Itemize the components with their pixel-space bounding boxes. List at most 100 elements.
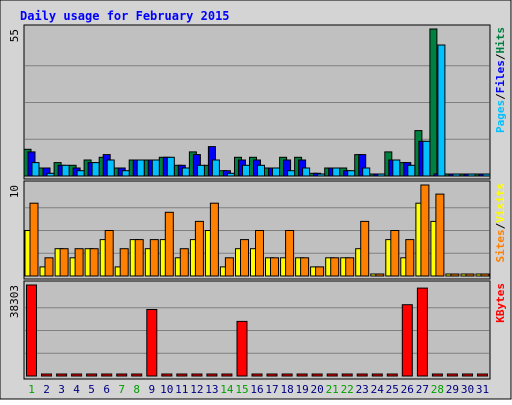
day-label-8: 8 [133,383,140,396]
legend-visits-part-2: Visits [494,183,507,223]
max-label-kbytes: 38303 [8,285,21,318]
day-label-13: 13 [205,383,218,396]
bar-kbytes-kbytes-day-23 [356,373,368,377]
bar-hits-pages-day-14 [226,172,235,177]
legend-hits: Pages/Files/Hits [494,27,507,133]
bar-visits-sites-day-6 [104,230,114,277]
bar-kbytes-kbytes-day-22 [341,373,353,377]
bar-kbytes-kbytes-day-4 [71,373,83,377]
bar-kbytes-kbytes-day-18 [281,373,293,377]
bar-kbytes-kbytes-day-27 [416,287,428,377]
day-label-20: 20 [310,383,323,396]
bar-kbytes-kbytes-day-5 [86,373,98,377]
bar-hits-pages-day-12 [196,164,205,177]
bar-hits-pages-day-4 [76,170,85,177]
bar-kbytes-kbytes-day-21 [326,373,338,377]
bar-kbytes-kbytes-day-8 [131,373,143,377]
bar-visits-sites-day-22 [345,257,355,277]
day-label-19: 19 [295,383,308,396]
day-label-4: 4 [73,383,80,396]
bar-hits-pages-day-6 [106,159,115,177]
bar-kbytes-kbytes-day-20 [311,373,323,377]
bar-visits-sites-day-7 [119,248,129,277]
bar-hits-pages-day-16 [257,164,265,177]
bar-visits-sites-day-17 [270,257,279,277]
bar-kbytes-kbytes-day-10 [161,373,173,377]
bar-hits-pages-day-10 [166,156,175,177]
bar-kbytes-kbytes-day-1 [26,284,37,377]
max-label-hits: 55 [8,29,21,42]
day-label-24: 24 [371,383,385,396]
legend-hits-part-1: / [494,93,507,100]
bar-hits-pages-day-13 [211,159,220,177]
bar-visits-sites-day-18 [285,230,295,277]
bar-visits-sites-day-15 [240,239,249,277]
day-label-27: 27 [416,383,429,396]
day-label-30: 30 [461,383,474,396]
bar-hits-pages-day-23 [362,167,371,177]
bar-visits-sites-day-5 [89,248,99,277]
day-label-26: 26 [401,383,414,396]
day-label-25: 25 [386,383,399,396]
bar-hits-pages-day-22 [347,170,356,177]
bar-hits-pages-day-25 [392,159,401,177]
day-label-7: 7 [118,383,125,396]
bar-hits-pages-day-9 [151,159,160,177]
day-label-11: 11 [175,383,188,396]
bar-kbytes-kbytes-day-19 [296,373,308,377]
chart-title: Daily usage for February 2015 [20,9,230,23]
day-label-1: 1 [28,383,35,396]
bar-hits-pages-day-2 [46,172,55,177]
bar-kbytes-kbytes-day-24 [371,373,383,377]
bar-kbytes-kbytes-day-26 [401,304,413,377]
legend-visits: Sites/Visits [494,183,507,263]
day-label-6: 6 [103,383,110,396]
day-label-22: 22 [341,383,354,396]
day-label-3: 3 [58,383,65,396]
bar-hits-pages-day-21 [332,167,341,177]
bar-visits-sites-day-25 [390,230,400,277]
bar-kbytes-kbytes-day-17 [266,373,278,377]
legend-visits-part-0: Sites [494,229,507,262]
bar-kbytes-kbytes-day-31 [477,373,488,377]
bar-visits-sites-day-10 [164,211,174,277]
day-label-31: 31 [476,383,489,396]
legend-kbytes-part-0: KBytes [494,283,507,323]
day-label-15: 15 [235,383,248,396]
day-label-17: 17 [265,383,278,396]
bar-hits-pages-day-18 [287,170,296,177]
bar-visits-sites-day-29 [450,273,460,277]
day-label-23: 23 [356,383,369,396]
bar-visits-sites-day-26 [405,239,415,277]
bar-kbytes-kbytes-day-28 [431,373,443,377]
day-label-5: 5 [88,383,95,396]
bar-hits-pages-day-30 [467,173,476,177]
day-label-28: 28 [431,383,444,396]
day-label-2: 2 [43,383,50,396]
bar-hits-pages-day-5 [91,162,100,177]
bar-kbytes-kbytes-day-12 [191,373,203,377]
bar-visits-sites-day-12 [194,220,204,277]
bar-hits-pages-day-17 [272,167,280,177]
bar-kbytes-kbytes-day-6 [101,373,113,377]
bar-hits-pages-day-11 [181,167,190,177]
legend-hits-part-3: / [494,53,507,60]
bar-visits-sites-day-30 [465,273,475,277]
bar-visits-sites-day-19 [300,257,310,277]
bar-visits-sites-day-16 [255,230,264,277]
bar-visits-sites-day-4 [74,248,84,277]
bar-kbytes-kbytes-day-13 [206,373,218,377]
day-label-29: 29 [446,383,459,396]
bar-visits-sites-day-28 [435,193,445,277]
legend-hits-part-0: Pages [494,100,507,133]
bar-kbytes-kbytes-day-15 [236,320,248,377]
bar-visits-sites-day-8 [134,239,144,277]
bar-visits-sites-day-21 [330,257,340,277]
bar-hits-pages-day-28 [437,44,446,177]
bar-hits-pages-day-19 [302,167,311,177]
legend-visits-part-1: / [494,222,507,229]
bar-visits-sites-day-11 [179,248,189,277]
bar-hits-pages-day-15 [242,164,250,177]
bar-hits-pages-day-8 [136,159,145,177]
bar-hits-pages-day-1 [31,162,40,177]
